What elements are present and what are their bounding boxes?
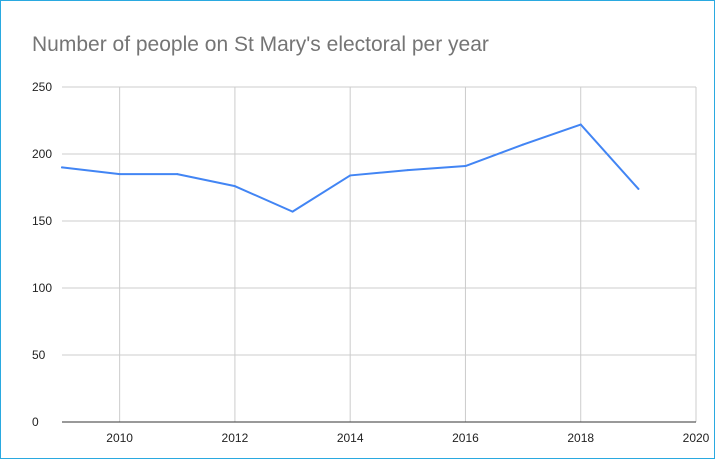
y-tick-label: 50 <box>32 348 46 362</box>
x-axis-tick-labels: 2010 2012 2014 2016 2018 2020 <box>106 431 709 445</box>
data-point <box>522 143 525 146</box>
data-point <box>579 123 582 126</box>
gridlines <box>62 86 697 423</box>
data-point <box>233 185 236 188</box>
y-tick-label: 200 <box>32 147 52 161</box>
data-point <box>406 169 409 172</box>
x-tick-label: 2010 <box>106 431 133 445</box>
x-tick-label: 2016 <box>452 431 479 445</box>
y-tick-label: 0 <box>32 415 39 429</box>
x-tick-label: 2014 <box>337 431 364 445</box>
data-point <box>176 173 179 176</box>
data-point <box>61 166 63 169</box>
x-tick-label: 2012 <box>222 431 249 445</box>
x-tick-label: 2020 <box>683 431 710 445</box>
data-point <box>349 174 352 177</box>
chart-title: Number of people on St Mary's electoral … <box>32 33 489 56</box>
x-tick-label: 2018 <box>567 431 594 445</box>
y-tick-label: 150 <box>32 214 52 228</box>
data-point <box>637 187 640 190</box>
y-axis-tick-labels: 0 50 100 150 200 250 <box>32 80 52 429</box>
data-point <box>291 210 294 213</box>
y-tick-label: 100 <box>32 281 52 295</box>
data-point <box>464 165 467 168</box>
y-tick-label: 250 <box>32 80 52 94</box>
series-layer <box>61 123 640 213</box>
data-point <box>118 173 121 176</box>
